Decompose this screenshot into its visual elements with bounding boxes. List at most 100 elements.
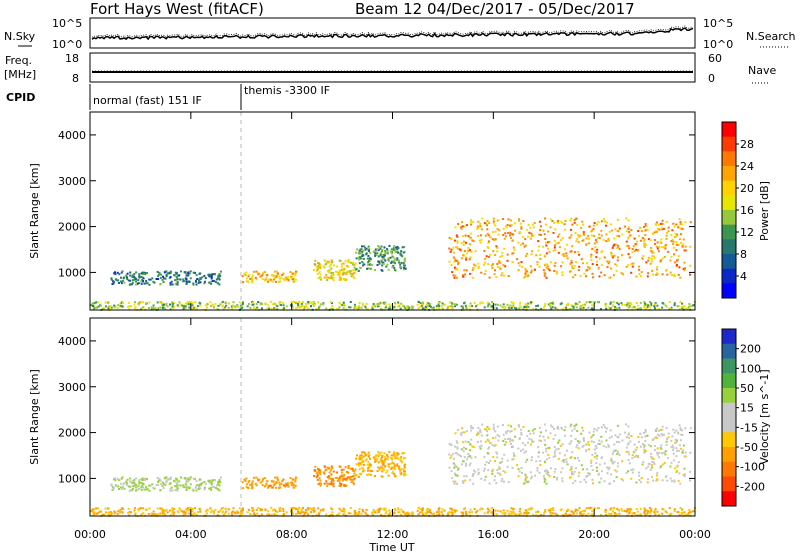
velocity-cell [526,512,529,515]
velocity-cell [506,430,509,432]
velocity-cell [97,511,100,514]
velocity-cell [525,512,528,515]
power-cell [352,263,354,266]
velocity-cell [627,443,630,446]
velocity-cell [682,473,685,476]
velocity-cell [360,454,363,457]
velocity-cell [324,465,326,468]
velocity-cell [615,440,618,443]
power-cell [639,226,642,229]
velocity-cell [120,482,122,485]
velocity-cell [575,467,577,470]
power-cell [276,270,279,273]
velocity-cell [142,483,145,486]
velocity-cell [483,428,486,431]
velocity-cell [634,514,637,517]
velocity-cell [547,474,550,476]
velocity-cell [676,470,678,472]
power-cell [265,277,268,279]
power-cell [477,262,480,265]
power-cell [183,305,185,308]
power-cell [350,275,353,278]
power-cell [571,245,574,248]
power-cell [161,305,164,308]
power-cell [237,306,240,308]
velocity-cell [595,457,598,460]
velocity-cell [131,487,134,490]
velocity-cell [322,509,325,512]
velocity-cell [326,482,328,485]
power-cell [644,234,647,237]
velocity-cell [643,444,646,447]
power-cell [615,270,618,273]
power-cell [572,307,575,309]
velocity-cell [240,510,243,513]
power-cell [593,242,596,245]
y-tick-label: 4000 [58,335,86,348]
power-cell [166,272,169,275]
velocity-cell [195,489,198,492]
power-cell [483,263,486,266]
power-cell [640,271,643,273]
power-cell [661,228,664,231]
velocity-cell [605,439,608,442]
colorbar-tick-label: 16 [740,204,754,217]
velocity-cell [628,462,631,465]
power-cell [553,239,556,242]
velocity-cell [622,479,625,482]
power-cell [625,240,628,243]
power-cell [129,274,132,277]
x-tick-label: 00:00 [74,528,106,541]
power-cell [462,307,465,310]
velocity-cell [367,451,370,454]
velocity-cell [502,509,505,512]
power-cell [282,302,285,305]
power-cell [652,255,655,258]
velocity-cell [303,513,306,516]
power-cell [365,302,368,305]
power-cell [123,276,126,279]
power-cell [515,307,518,310]
velocity-cell [675,455,678,458]
power-cell [257,301,260,303]
power-cell [670,233,673,236]
velocity-cell [579,480,582,483]
power-cell [457,263,459,266]
velocity-cell [582,444,585,447]
power-cell [535,308,537,311]
velocity-cell [550,513,553,516]
velocity-cell [329,469,332,472]
velocity-cell [512,508,515,510]
power-cell [140,308,143,311]
velocity-cell [465,462,468,465]
power-cell [546,265,549,268]
power-cell [613,237,616,240]
power-cell [192,283,195,286]
power-cell [168,271,171,274]
power-cell [261,274,264,277]
velocity-cell [217,481,220,484]
velocity-cell [510,511,513,513]
velocity-cell [259,509,262,512]
velocity-cell [317,507,320,510]
power-cell [643,304,646,307]
velocity-cell [561,467,564,470]
velocity-cell [394,475,396,478]
velocity-cell [618,433,621,436]
power-cell [525,307,528,310]
power-cell [464,234,467,237]
velocity-cell [686,513,689,516]
velocity-cell [661,425,664,428]
velocity-cell [464,440,467,443]
power-cell [284,276,287,279]
power-cell [454,303,457,306]
power-cell [596,263,598,266]
power-cell [657,250,660,253]
power-cell [212,304,215,307]
velocity-cell [183,511,185,514]
power-cell [291,275,294,278]
power-cell [275,274,278,277]
velocity-cell [388,450,391,453]
velocity-cell [562,461,565,464]
power-cell [358,262,361,265]
